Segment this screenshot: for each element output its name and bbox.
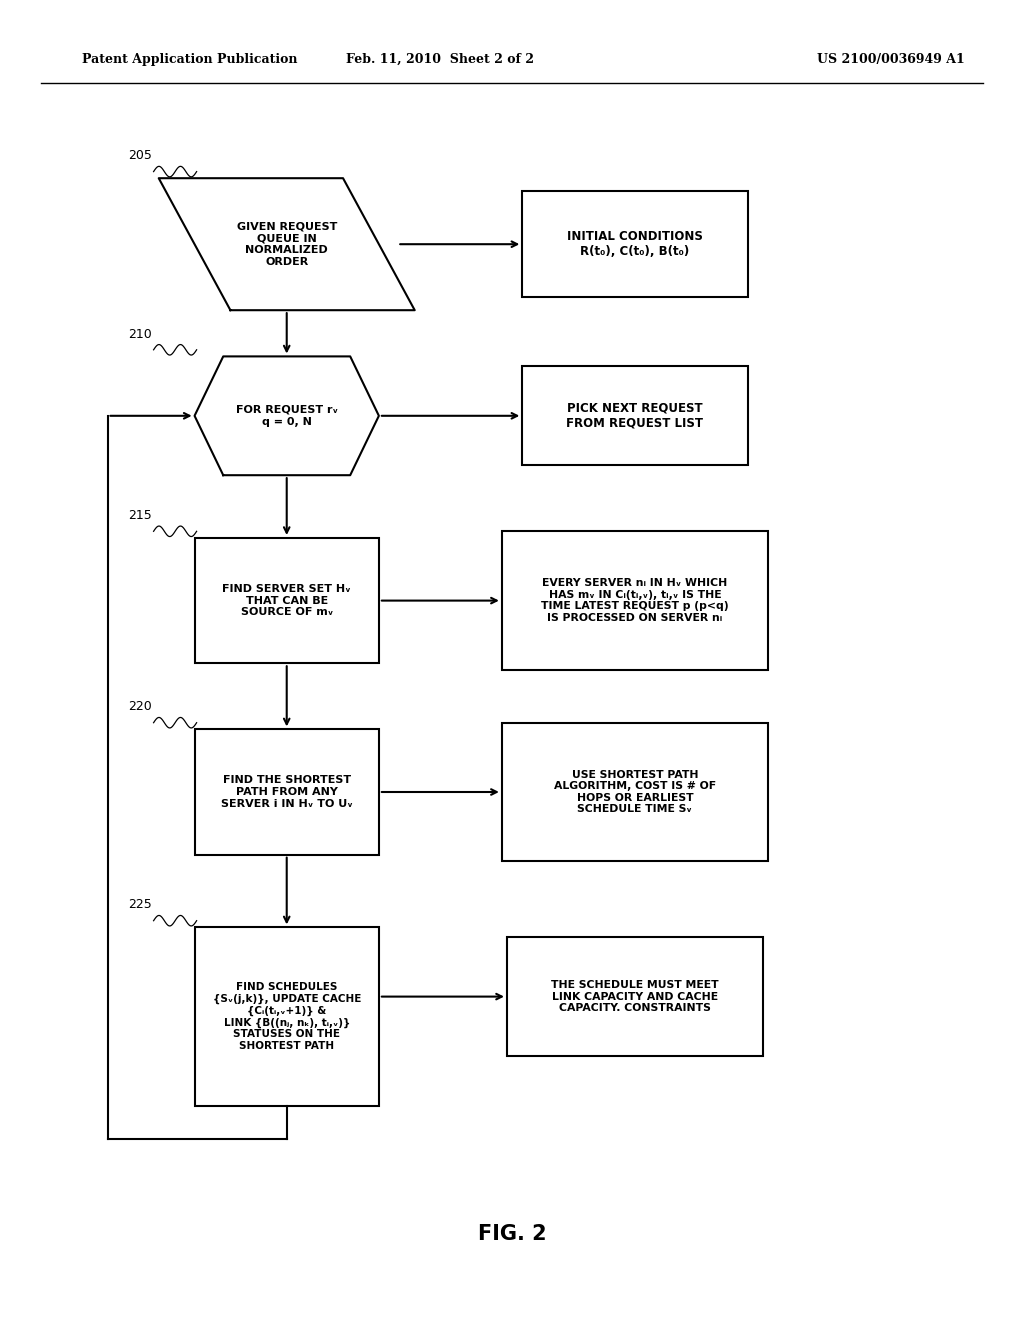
Text: 225: 225 xyxy=(128,899,152,911)
Text: INITIAL CONDITIONS
R(t₀), C(t₀), B(t₀): INITIAL CONDITIONS R(t₀), C(t₀), B(t₀) xyxy=(567,230,702,259)
Bar xyxy=(507,937,763,1056)
Bar xyxy=(195,729,379,855)
Text: 210: 210 xyxy=(128,327,152,341)
Text: 205: 205 xyxy=(128,149,152,162)
Text: FOR REQUEST rᵥ
q = 0, N: FOR REQUEST rᵥ q = 0, N xyxy=(236,405,338,426)
Bar xyxy=(502,723,768,861)
Text: FIND SCHEDULES
{Sᵥ(j,k)}, UPDATE CACHE
{Cᵢ(tᵢ,ᵥ+1)} &
LINK {B((nⱼ, nₖ), tᵢ,ᵥ)}
S: FIND SCHEDULES {Sᵥ(j,k)}, UPDATE CACHE {… xyxy=(213,982,360,1051)
Text: 220: 220 xyxy=(128,701,152,713)
Text: THE SCHEDULE MUST MEET
LINK CAPACITY AND CACHE
CAPACITY. CONSTRAINTS: THE SCHEDULE MUST MEET LINK CAPACITY AND… xyxy=(551,979,719,1014)
Text: Patent Application Publication: Patent Application Publication xyxy=(82,53,297,66)
Bar xyxy=(195,927,379,1106)
Bar xyxy=(195,539,379,663)
Text: EVERY SERVER nᵢ IN Hᵥ WHICH
HAS mᵥ IN Cᵢ(tᵢ,ᵥ), tᵢ,ᵥ IS THE
TIME LATEST REQUEST : EVERY SERVER nᵢ IN Hᵥ WHICH HAS mᵥ IN Cᵢ… xyxy=(541,578,729,623)
Text: Feb. 11, 2010  Sheet 2 of 2: Feb. 11, 2010 Sheet 2 of 2 xyxy=(346,53,535,66)
Text: PICK NEXT REQUEST
FROM REQUEST LIST: PICK NEXT REQUEST FROM REQUEST LIST xyxy=(566,401,703,430)
Text: FIND SERVER SET Hᵥ
THAT CAN BE
SOURCE OF mᵥ: FIND SERVER SET Hᵥ THAT CAN BE SOURCE OF… xyxy=(222,583,351,618)
Text: USE SHORTEST PATH
ALGORITHM, COST IS # OF
HOPS OR EARLIEST
SCHEDULE TIME Sᵥ: USE SHORTEST PATH ALGORITHM, COST IS # O… xyxy=(554,770,716,814)
Text: 215: 215 xyxy=(128,510,152,521)
Bar xyxy=(522,191,748,297)
Text: FIG. 2: FIG. 2 xyxy=(477,1224,547,1245)
Bar xyxy=(522,366,748,465)
Text: GIVEN REQUEST
QUEUE IN
NORMALIZED
ORDER: GIVEN REQUEST QUEUE IN NORMALIZED ORDER xyxy=(237,222,337,267)
Text: US 2100/0036949 A1: US 2100/0036949 A1 xyxy=(817,53,965,66)
Bar xyxy=(502,531,768,671)
Text: FIND THE SHORTEST
PATH FROM ANY
SERVER i IN Hᵥ TO Uᵥ: FIND THE SHORTEST PATH FROM ANY SERVER i… xyxy=(221,775,352,809)
